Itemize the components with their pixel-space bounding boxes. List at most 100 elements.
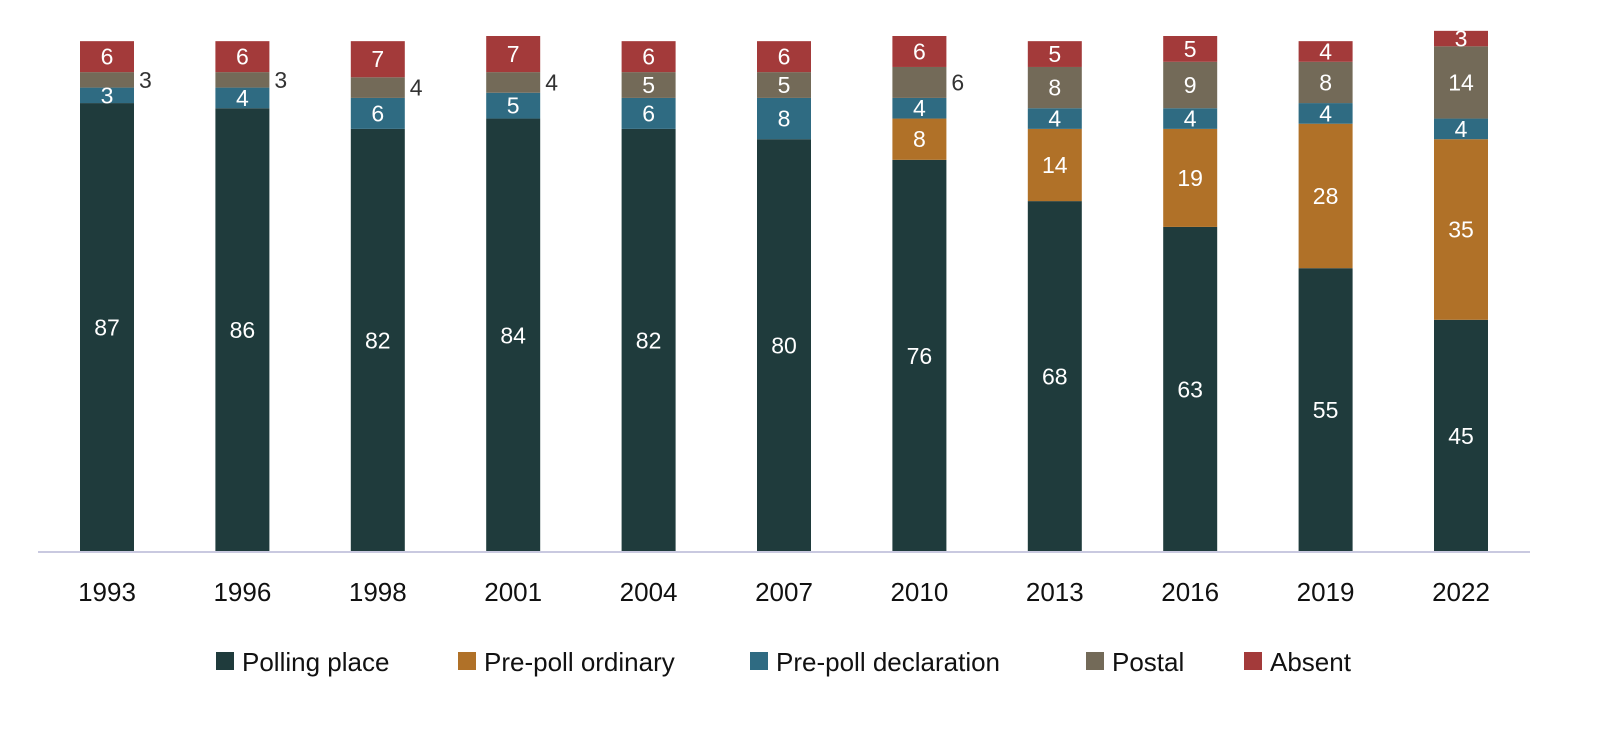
data-label: 3 bbox=[101, 82, 114, 108]
x-tick-label: 2019 bbox=[1297, 577, 1355, 607]
bar-segment bbox=[486, 92, 541, 119]
data-label: 4 bbox=[1319, 38, 1332, 64]
bar-segment bbox=[486, 72, 541, 93]
bar-group-1996: 86 436 bbox=[215, 41, 287, 553]
legend-label: Polling place bbox=[242, 647, 389, 677]
bar-segment bbox=[1298, 123, 1353, 269]
bar-segment bbox=[757, 97, 811, 140]
bar-segment bbox=[486, 36, 541, 73]
legend-label: Absent bbox=[1270, 647, 1352, 677]
bar-group-2019: 55 28 4 8 4 bbox=[1298, 38, 1353, 552]
bar-segment bbox=[486, 118, 541, 552]
data-label: 5 bbox=[642, 72, 655, 98]
bar-group-1998: 82 647 bbox=[350, 41, 423, 552]
x-tick-label: 2007 bbox=[755, 577, 813, 607]
data-label: 45 bbox=[1448, 423, 1474, 449]
bar-segment bbox=[350, 128, 405, 552]
x-tick-label: 2016 bbox=[1161, 577, 1219, 607]
data-label: 4 bbox=[1455, 116, 1468, 142]
legend-label: Postal bbox=[1112, 647, 1184, 677]
bar-segment bbox=[892, 97, 947, 119]
x-tick-label: 2001 bbox=[484, 577, 542, 607]
data-label: 5 bbox=[1048, 41, 1061, 67]
data-label: 7 bbox=[371, 46, 384, 72]
x-tick-label: 2010 bbox=[890, 577, 948, 607]
data-label: 4 bbox=[545, 69, 558, 95]
bar-segment bbox=[1434, 139, 1488, 320]
bar-segment bbox=[1163, 61, 1218, 109]
bar-segment bbox=[1163, 226, 1218, 553]
data-label: 6 bbox=[778, 44, 791, 70]
legend: Polling place Pre-poll ordinary Pre-poll d… bbox=[216, 647, 1352, 677]
bar-segment bbox=[1163, 36, 1218, 62]
bar-group-2016: 63 19 4 9 5 bbox=[1163, 36, 1218, 553]
data-label: 28 bbox=[1313, 183, 1339, 209]
data-label: 3 bbox=[274, 67, 287, 93]
data-label: 4 bbox=[1319, 100, 1332, 126]
bar-segment bbox=[892, 159, 947, 552]
data-label: 80 bbox=[771, 333, 797, 359]
bar-segment bbox=[1027, 41, 1082, 67]
legend-swatch bbox=[458, 652, 476, 670]
legend-label: Pre-poll ordinary bbox=[484, 647, 675, 677]
data-label: 9 bbox=[1184, 72, 1197, 98]
bar-segment bbox=[1163, 128, 1218, 227]
data-label: 14 bbox=[1448, 69, 1474, 95]
bar-segment bbox=[80, 41, 134, 73]
data-label: 35 bbox=[1448, 217, 1474, 243]
data-label: 4 bbox=[1184, 106, 1197, 132]
bar-segment bbox=[350, 97, 405, 129]
bar-segment bbox=[1027, 201, 1082, 552]
data-label: 8 bbox=[1319, 69, 1332, 95]
bar-segment bbox=[757, 72, 811, 98]
data-label: 6 bbox=[642, 44, 655, 70]
bars: 8733686436826478454782656808567684666814… bbox=[80, 26, 1488, 553]
x-tick-label: 2022 bbox=[1432, 577, 1490, 607]
data-label: 86 bbox=[230, 317, 256, 343]
bar-segment bbox=[1434, 46, 1488, 119]
bar-segment bbox=[621, 72, 676, 98]
data-label: 87 bbox=[94, 315, 120, 341]
data-label: 3 bbox=[1455, 26, 1468, 52]
bar-segment bbox=[892, 66, 947, 98]
bar-group-2004: 82 656 bbox=[621, 41, 676, 552]
bar-segment bbox=[1434, 118, 1488, 140]
data-label: 6 bbox=[101, 44, 114, 70]
data-label: 5 bbox=[1184, 36, 1197, 62]
data-label: 68 bbox=[1042, 364, 1068, 390]
bar-segment bbox=[1027, 66, 1082, 109]
data-label: 82 bbox=[636, 327, 662, 353]
bar-segment bbox=[1163, 108, 1218, 129]
data-label: 4 bbox=[913, 95, 926, 121]
bar-segment bbox=[215, 108, 270, 553]
data-label: 55 bbox=[1313, 397, 1339, 423]
bar-segment bbox=[757, 139, 811, 552]
bar-segment bbox=[80, 103, 134, 552]
data-label: 76 bbox=[907, 343, 933, 369]
data-label: 84 bbox=[500, 322, 526, 348]
bar-segment bbox=[621, 128, 676, 552]
data-label: 6 bbox=[236, 44, 249, 70]
legend-swatch bbox=[1086, 652, 1104, 670]
data-label: 82 bbox=[365, 327, 391, 353]
data-label: 4 bbox=[1048, 106, 1061, 132]
legend-swatch bbox=[216, 652, 234, 670]
data-label: 6 bbox=[642, 100, 655, 126]
bar-segment bbox=[215, 41, 270, 73]
bar-segment bbox=[892, 36, 947, 67]
bar-segment bbox=[80, 72, 134, 88]
data-label: 5 bbox=[507, 93, 520, 119]
bar-segment bbox=[1298, 268, 1353, 552]
bar-group-2001: 84 547 bbox=[486, 36, 558, 552]
x-tick-label: 2013 bbox=[1026, 577, 1084, 607]
bar-segment bbox=[1027, 128, 1082, 202]
data-label: 63 bbox=[1177, 376, 1203, 402]
data-label: 6 bbox=[951, 69, 964, 95]
legend-label: Pre-poll declaration bbox=[776, 647, 1000, 677]
bar-segment bbox=[1298, 41, 1353, 62]
bar-segment bbox=[350, 77, 405, 98]
x-tick-label: 2004 bbox=[620, 577, 678, 607]
x-tick-label: 1998 bbox=[349, 577, 407, 607]
data-label: 6 bbox=[371, 100, 384, 126]
bar-segment bbox=[80, 87, 134, 104]
